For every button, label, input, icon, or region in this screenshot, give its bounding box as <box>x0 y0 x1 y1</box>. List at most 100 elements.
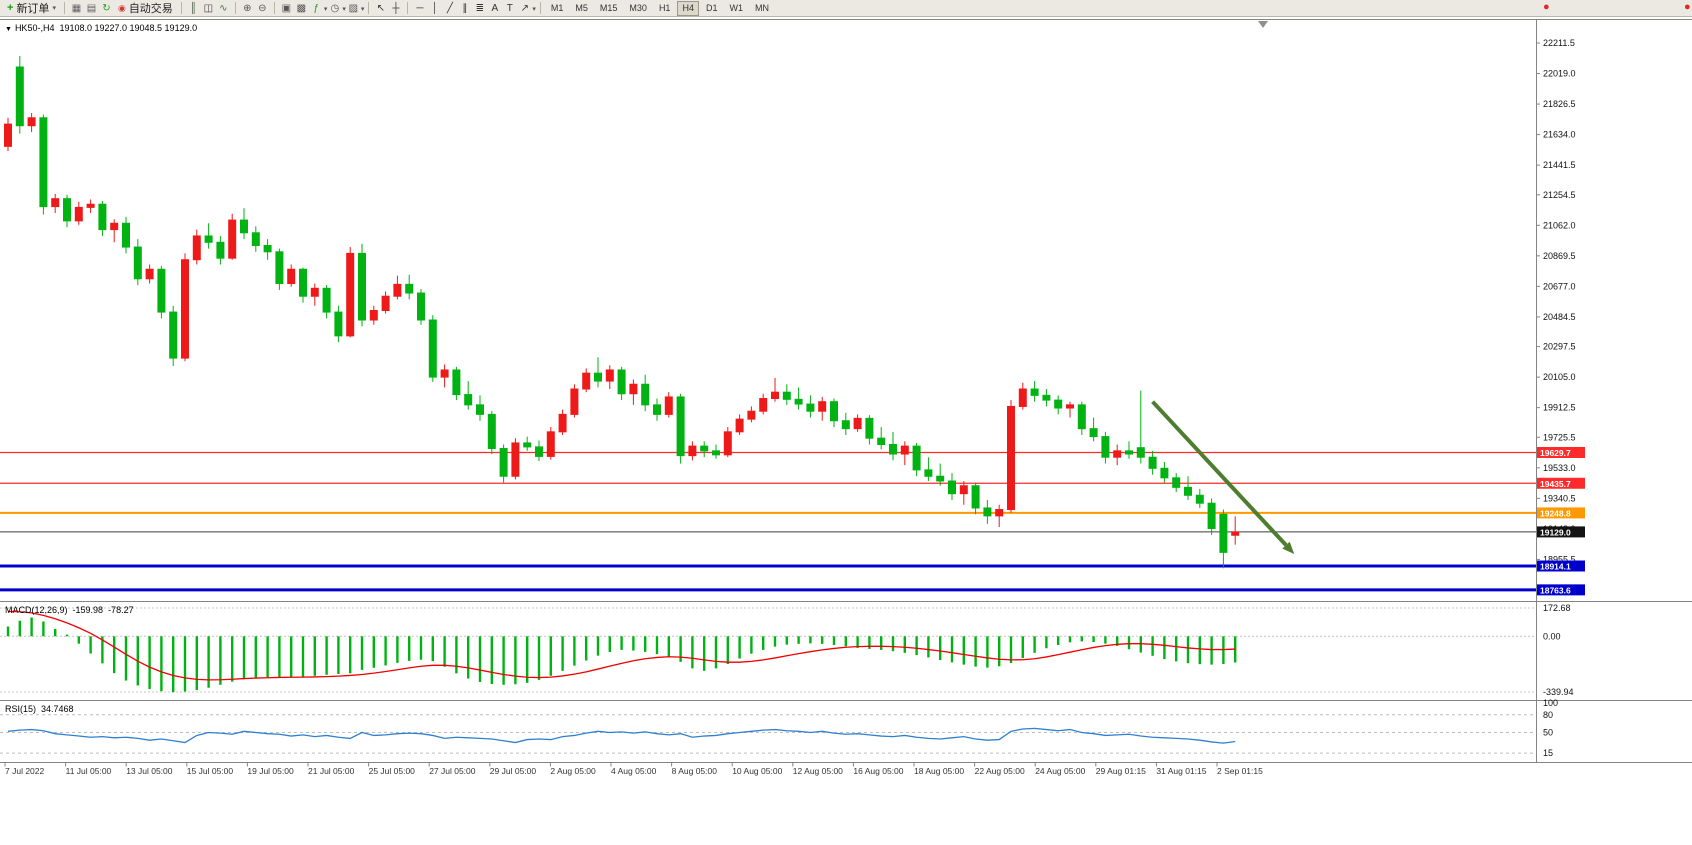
horizontal-line-icon[interactable]: ─ <box>416 2 424 14</box>
collapse-icon[interactable]: ▼ <box>5 26 12 33</box>
line-chart-icon[interactable]: ∿ <box>219 2 228 14</box>
candle <box>830 401 838 422</box>
timeframe-mn-button[interactable]: MN <box>754 2 769 13</box>
indicator-add-icon[interactable]: ƒ <box>313 2 320 14</box>
macd-signal-value: -78.27 <box>108 605 134 615</box>
cursor-icon[interactable]: ↖ <box>376 2 386 14</box>
arrows-icon[interactable]: ↗ <box>520 2 530 14</box>
candle <box>51 198 60 208</box>
time-label: 19 Jul 05:00 <box>247 766 294 776</box>
label-icon[interactable]: T <box>506 2 513 14</box>
time-axis[interactable]: 7 Jul 2022 11 Jul 05:00 13 Jul 05:00 15 Jul… <box>4 762 1263 777</box>
chevron-down-icon[interactable]: ▾ <box>360 5 365 13</box>
candle <box>853 417 862 430</box>
candle <box>74 206 83 222</box>
timeframe-m1-button[interactable]: M1 <box>550 2 564 13</box>
time-label: 16 Aug 05:00 <box>853 766 903 776</box>
svg-text:21441.5: 21441.5 <box>1543 160 1576 170</box>
time-label: 11 Jul 05:00 <box>66 766 112 776</box>
candle <box>936 475 945 482</box>
bar-chart-icon[interactable]: ║ <box>189 2 197 14</box>
timeframe-h1-button[interactable]: H1 <box>658 2 671 13</box>
timeframe-w1-button[interactable]: W1 <box>729 2 743 13</box>
candle <box>948 480 956 495</box>
chart-title: ▼ HK50-,H4 19108.0 19227.0 19048.5 19129.0 <box>5 23 197 33</box>
rsi-value: 34.7468 <box>41 704 74 714</box>
symbol-period-label: HK50-,H4 <box>14 23 55 33</box>
candle <box>676 396 685 457</box>
timeframe-m15-button[interactable]: M15 <box>599 2 618 13</box>
chevron-down-icon[interactable]: ▾ <box>323 5 328 13</box>
candle <box>263 244 272 253</box>
template-icon[interactable]: ▨ <box>348 2 359 14</box>
macd-panel[interactable]: 172.68 0.00 -339.94 <box>0 603 1574 697</box>
candle <box>122 222 130 248</box>
timeframe-h4-button[interactable]: H4 <box>677 0 699 16</box>
chevron-down-icon[interactable]: ▾ <box>342 5 346 13</box>
svg-text:21062.0: 21062.0 <box>1543 220 1576 230</box>
time-label: 4 Aug 05:00 <box>611 766 657 776</box>
price-tag <box>1537 560 1585 572</box>
channel-icon[interactable]: ∥ <box>462 2 468 14</box>
candle <box>4 123 12 147</box>
tile-windows-icon[interactable]: ▣ <box>281 2 292 14</box>
candle <box>133 246 142 280</box>
toolbar-separator <box>234 2 236 14</box>
time-label: 21 Jul 05:00 <box>308 766 355 776</box>
candlestick-icon[interactable]: ◫ <box>203 2 214 14</box>
candle <box>440 369 449 378</box>
candle <box>310 287 319 297</box>
auto-trading-button[interactable]: ◉ 自动交易 <box>114 1 177 16</box>
candle <box>1066 404 1074 409</box>
candle <box>771 391 779 400</box>
new-order-button[interactable]: + 新订单 ▾ <box>3 1 60 16</box>
refresh-icon[interactable]: ↻ <box>102 2 111 14</box>
timeframe-d1-button[interactable]: D1 <box>705 2 718 13</box>
candle <box>1101 436 1110 458</box>
profiles-icon[interactable]: ▤ <box>86 2 97 14</box>
vertical-line-icon[interactable]: │ <box>431 2 438 14</box>
candle <box>1231 531 1240 536</box>
candle <box>900 445 909 455</box>
candle <box>759 398 768 412</box>
chart-window-icon[interactable]: ▦ <box>71 2 82 14</box>
svg-text:172.68: 172.68 <box>1543 603 1571 613</box>
candle <box>275 251 284 285</box>
candle <box>605 369 614 382</box>
candle <box>1160 467 1169 479</box>
svg-text:-339.94: -339.94 <box>1543 687 1574 697</box>
candle <box>511 442 520 477</box>
timeframe-m30-button[interactable]: M30 <box>629 2 647 13</box>
candle <box>594 372 602 382</box>
candle <box>145 268 154 280</box>
zoom-out-icon[interactable]: ⊖ <box>258 2 267 14</box>
period-clock-icon[interactable]: ◷ <box>330 2 340 14</box>
alerts-icon[interactable]: ● <box>1684 1 1691 13</box>
fibonacci-icon[interactable]: ≣ <box>475 2 485 14</box>
chevron-down-icon[interactable]: ▾ <box>532 5 536 13</box>
time-label: 7 Jul 2022 <box>5 766 44 776</box>
chart-shift-marker[interactable] <box>1258 21 1268 28</box>
community-icon[interactable]: ● <box>1543 1 1550 13</box>
rsi-panel[interactable]: 100 80 50 15 <box>0 698 1558 758</box>
candle <box>877 437 886 446</box>
svg-text:19533.0: 19533.0 <box>1543 463 1576 473</box>
ohlc-readout: 19108.0 19227.0 19048.5 19129.0 <box>59 23 198 33</box>
candle <box>1113 450 1122 458</box>
crosshair-icon[interactable]: ┼ <box>392 2 400 14</box>
candle <box>924 469 933 477</box>
text-icon[interactable]: A <box>491 2 499 14</box>
svg-text:50: 50 <box>1543 728 1553 738</box>
cascade-windows-icon[interactable]: ▩ <box>296 2 307 14</box>
price-axis[interactable]: 22211.5 22019.0 21826.5 21634.0 21441.5 21254… <box>1536 38 1576 564</box>
candle <box>346 252 355 337</box>
candle <box>1207 502 1216 530</box>
toolbar-separator <box>273 2 275 14</box>
trendline-icon[interactable]: ╱ <box>446 2 453 14</box>
trend-arrow[interactable] <box>1151 400 1295 554</box>
zoom-in-icon[interactable]: ⊕ <box>243 2 252 14</box>
price-tag-value: 19629.7 <box>1540 448 1571 458</box>
candle <box>700 445 709 452</box>
timeframe-m5-button[interactable]: M5 <box>575 2 588 13</box>
